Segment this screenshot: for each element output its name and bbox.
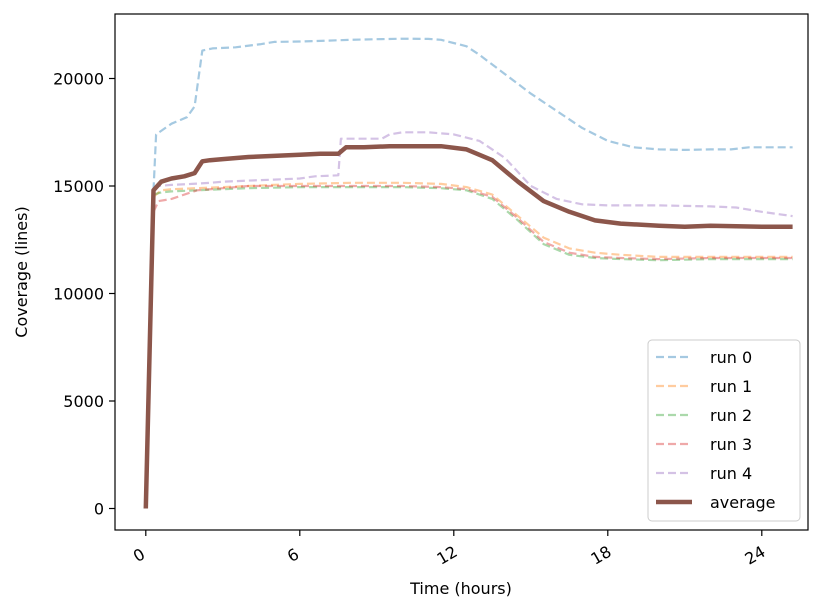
plot-lines: [143, 37, 793, 509]
x-tick-label: 24: [741, 542, 768, 569]
x-axis-ticks: 0 6 12 18 24: [130, 530, 769, 569]
series-line-run-2: [153, 186, 793, 262]
y-axis-ticks: 0 5000 10000 15000 20000: [53, 70, 115, 519]
y-tick-label: 20000: [53, 70, 104, 89]
y-tick-label: 15000: [53, 177, 104, 196]
y-axis-label: Coverage (lines): [12, 206, 31, 337]
plot-frame: [114, 13, 809, 531]
y-tick-label: 5000: [63, 392, 104, 411]
legend-label: run 3: [710, 435, 752, 454]
legend-label: run 0: [710, 348, 752, 367]
series-line-run-1: [152, 181, 793, 258]
legend-label: average: [710, 493, 776, 512]
legend-box: [647, 339, 801, 522]
series-line-run-0: [152, 37, 793, 191]
x-tick-label: 12: [433, 542, 460, 569]
series-line-run-4: [153, 131, 793, 218]
series-line-run-3: [152, 184, 793, 261]
legend-label: run 2: [710, 406, 752, 425]
x-tick-label: 0: [130, 544, 148, 566]
legend-label: run 1: [710, 377, 752, 396]
series-line-average: [143, 143, 793, 509]
x-axis-label: Time (hours): [409, 579, 512, 598]
legend: run 0 run 1 run 2 run 3 run 4 average: [647, 339, 801, 522]
legend-label: run 4: [710, 464, 752, 483]
y-tick-label: 0: [94, 500, 104, 519]
y-tick-label: 10000: [53, 285, 104, 304]
x-tick-label: 6: [284, 544, 302, 566]
x-tick-label: 18: [587, 542, 614, 569]
